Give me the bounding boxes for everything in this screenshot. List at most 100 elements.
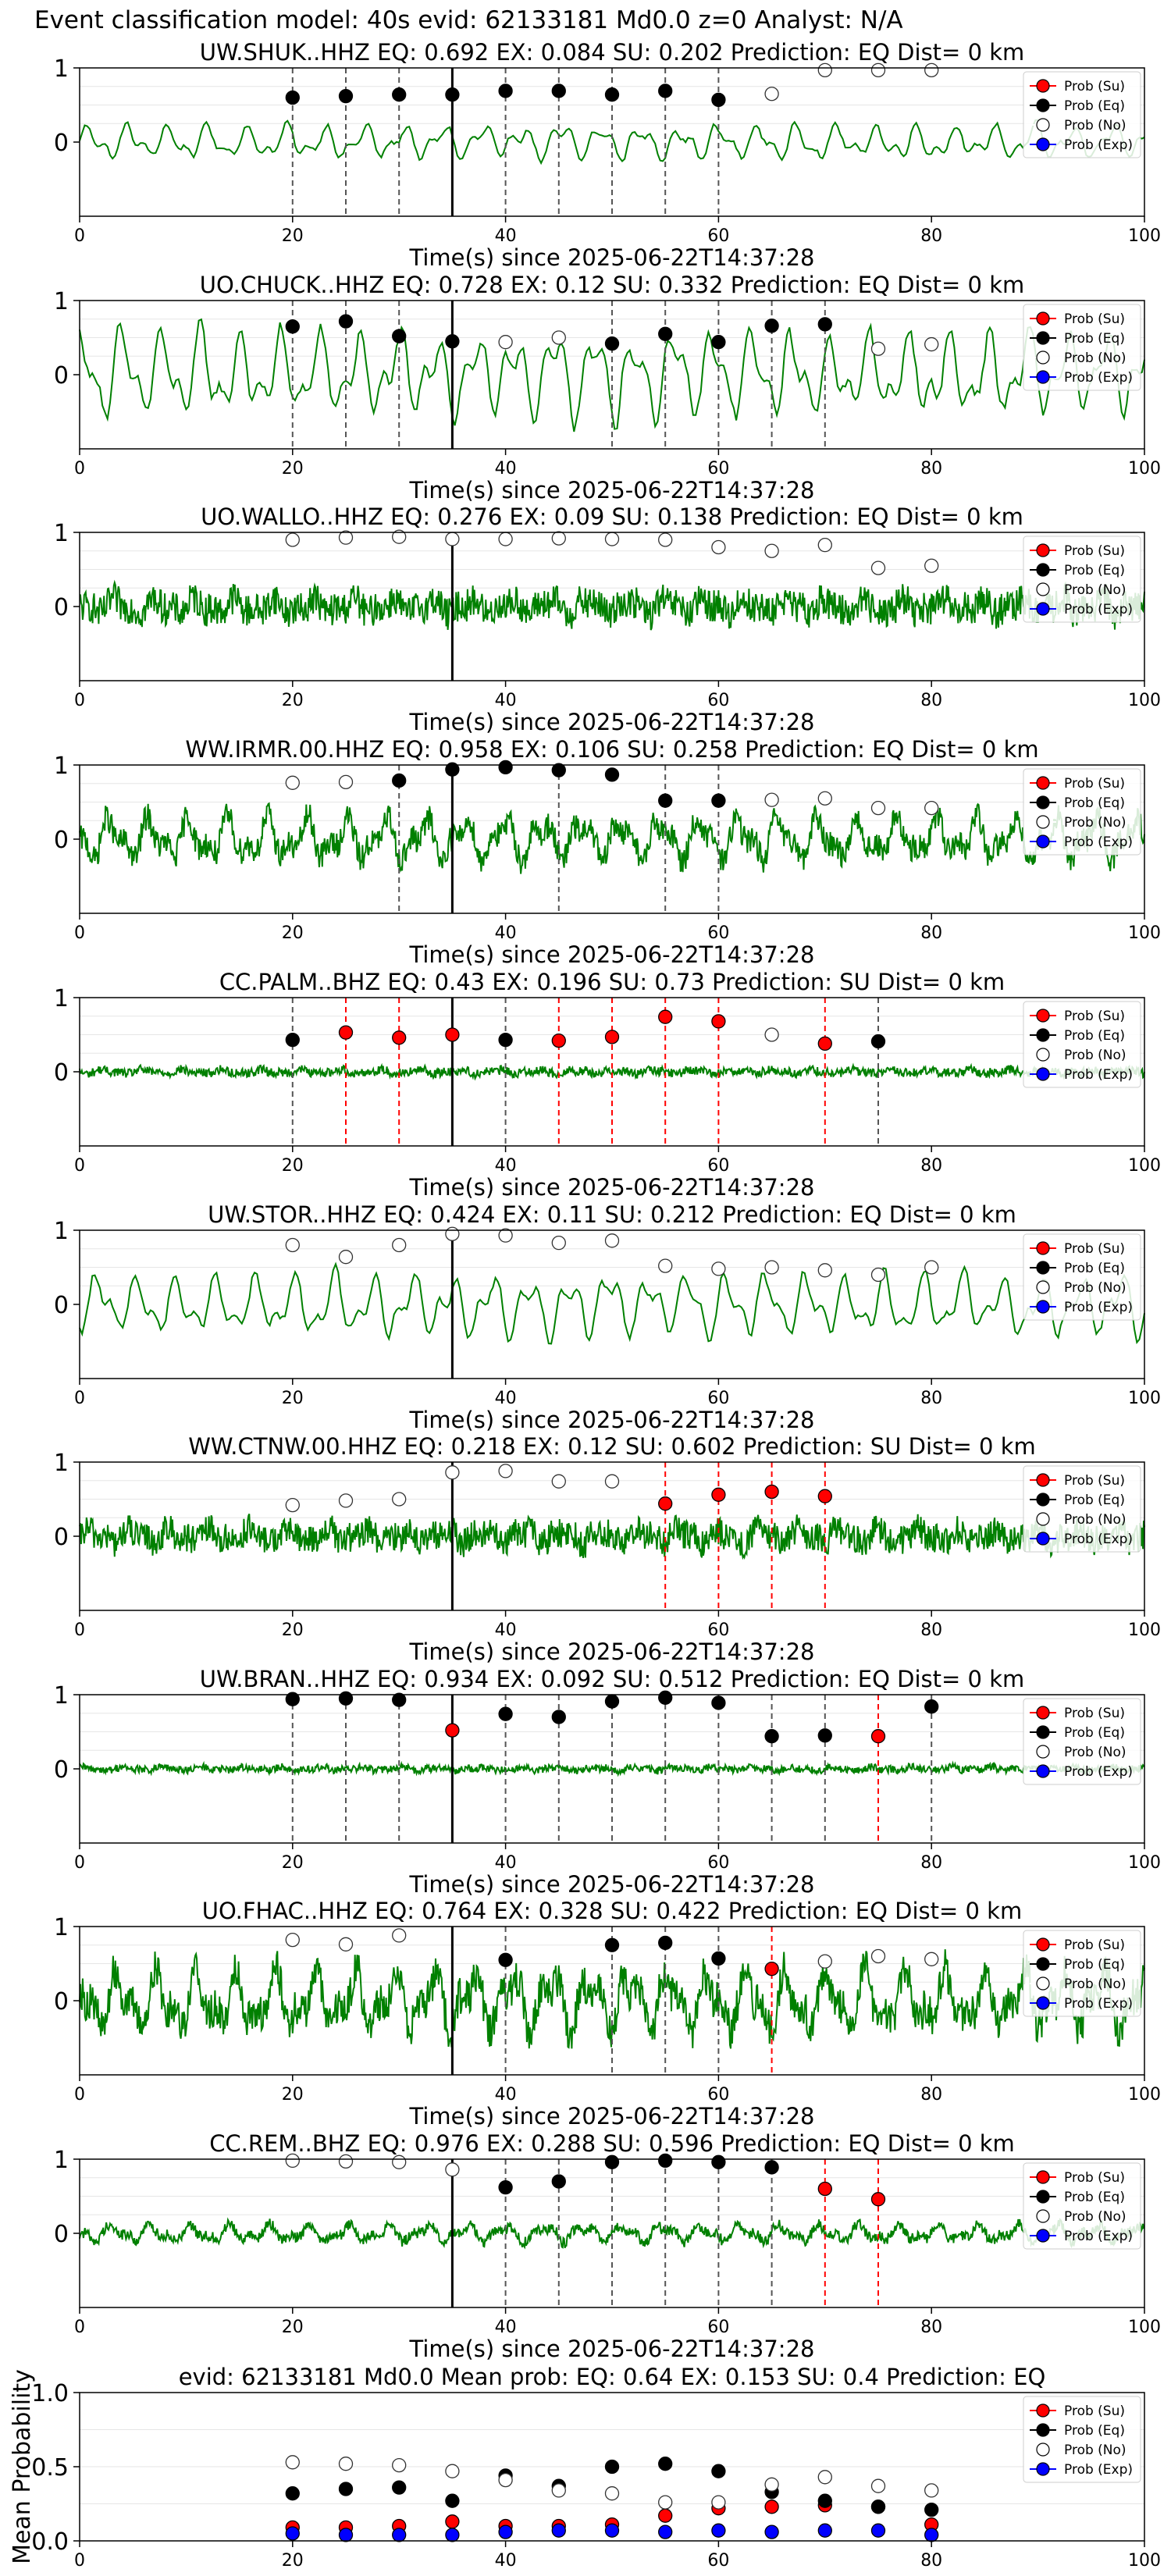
waveform-trace	[79, 1513, 1145, 1560]
x-tick-label: 60	[707, 1621, 729, 1640]
y-tick-label: 1	[54, 1218, 69, 1245]
prob-point-no	[870, 1948, 886, 1964]
x-tick-label: 0	[74, 1389, 85, 1408]
prob-point-su	[870, 1729, 886, 1744]
prob-point-no	[445, 1226, 460, 1241]
waveform-trace	[79, 1760, 1145, 1777]
x-tick-label: 80	[920, 1853, 942, 1873]
mean-point-eq	[711, 2464, 726, 2478]
x-tick-label: 80	[920, 226, 942, 246]
x-tick-label: 20	[282, 691, 304, 710]
prob-point-no	[817, 791, 832, 806]
prob-point-eq	[551, 763, 566, 777]
mean-point-no	[285, 2455, 300, 2470]
mean-point-eq	[924, 2502, 939, 2517]
legend-marker-no	[1036, 815, 1050, 829]
legend-label: Prob (Su)	[1064, 79, 1125, 94]
prob-point-eq	[658, 326, 673, 341]
panel-title: UO.WALLO..HHZ EQ: 0.276 EX: 0.09 SU: 0.1…	[201, 503, 1023, 530]
legend-marker-exp	[1036, 137, 1050, 151]
prob-point-no	[924, 800, 939, 816]
x-tick-label: 100	[1128, 1156, 1161, 1176]
legend-marker-su	[1036, 311, 1050, 326]
legend-marker-no	[1036, 582, 1050, 596]
y-tick-label: 0	[54, 1292, 69, 1319]
legend-marker-no	[1036, 1745, 1050, 1759]
prob-point-eq	[498, 1952, 513, 1967]
prob-point-eq	[338, 1691, 354, 1706]
legend-marker-eq	[1036, 2190, 1050, 2204]
prob-point-eq	[392, 329, 407, 343]
legend-label: Prob (Eq)	[1064, 1957, 1125, 1973]
station-panel: UO.FHAC..HHZ EQ: 0.764 EX: 0.328 SU: 0.4…	[54, 1898, 1161, 2129]
legend-marker-eq	[1036, 98, 1050, 112]
mean-point-exp	[392, 2528, 407, 2542]
x-tick-label: 0	[74, 691, 85, 710]
legend-label: Prob (Exp)	[1064, 2229, 1133, 2244]
prob-point-eq	[764, 318, 779, 333]
prob-point-no	[498, 1464, 513, 1478]
x-tick-label: 100	[1128, 2085, 1161, 2105]
x-tick-label: 80	[920, 691, 942, 710]
legend-label: Prob (No)	[1064, 2443, 1127, 2458]
legend-label: Prob (Eq)	[1064, 1028, 1125, 1044]
x-tick-label: 0	[74, 923, 85, 943]
legend-marker-su	[1036, 1009, 1050, 1023]
prob-point-eq	[658, 793, 673, 808]
x-tick-label: 0	[74, 226, 85, 246]
prob-point-eq	[285, 1033, 300, 1048]
x-tick-label: 100	[1128, 2551, 1161, 2571]
prob-point-eq	[764, 1729, 779, 1744]
prob-point-no	[764, 543, 779, 558]
legend-box	[1023, 1001, 1141, 1088]
panel-title: WW.CTNW.00.HHZ EQ: 0.218 EX: 0.12 SU: 0.…	[188, 1433, 1036, 1460]
prob-point-eq	[658, 1690, 673, 1705]
x-tick-label: 60	[707, 923, 729, 943]
prob-point-su	[445, 1027, 460, 1042]
mean-point-exp	[338, 2528, 354, 2542]
prob-point-eq	[711, 335, 726, 350]
legend-marker-exp	[1036, 834, 1050, 849]
axes-frame	[79, 1461, 1145, 1611]
x-axis-label: Time(s) since 2025-06-22T14:37:28	[409, 941, 815, 968]
mean-point-exp	[445, 2528, 460, 2542]
x-tick-label: 0	[74, 1853, 85, 1873]
x-tick-label: 20	[282, 1156, 304, 1176]
prob-point-no	[392, 2154, 407, 2169]
legend-label: Prob (Su)	[1064, 1473, 1125, 1489]
x-tick-label: 0	[74, 2551, 85, 2571]
legend-marker-no	[1036, 2209, 1050, 2223]
legend-box	[1023, 1930, 1141, 2017]
legend-marker-exp	[1036, 1300, 1050, 1314]
prob-point-no	[870, 800, 886, 816]
legend-box	[1023, 1698, 1141, 1785]
legend-label: Prob (Eq)	[1064, 1493, 1125, 1508]
legend-marker-su	[1036, 2403, 1050, 2418]
mean-point-eq	[870, 2500, 886, 2514]
prob-point-no	[338, 530, 354, 545]
legend-marker-eq	[1036, 331, 1050, 345]
y-tick-label: 1	[54, 2147, 69, 2174]
mean-point-no	[870, 2478, 886, 2493]
x-tick-label: 100	[1128, 459, 1161, 479]
x-tick-label: 100	[1128, 691, 1161, 710]
x-tick-label: 20	[282, 459, 304, 479]
legend-marker-exp	[1036, 370, 1050, 384]
prob-point-no	[711, 1261, 726, 1276]
legend-marker-no	[1036, 1976, 1050, 1991]
legend-marker-exp	[1036, 1764, 1050, 1778]
prob-point-eq	[711, 2154, 726, 2169]
mean-point-eq	[338, 2482, 354, 2496]
legend-label: Prob (Exp)	[1064, 137, 1133, 153]
prob-point-eq	[338, 314, 354, 329]
prob-point-su	[392, 1030, 407, 1045]
axes-frame	[79, 997, 1145, 1147]
legend-marker-exp	[1036, 2462, 1050, 2476]
x-tick-label: 40	[495, 923, 517, 943]
prob-point-no	[498, 335, 513, 350]
panel-title: CC.PALM..BHZ EQ: 0.43 EX: 0.196 SU: 0.73…	[219, 969, 1005, 995]
legend-marker-su	[1036, 1473, 1050, 1487]
y-tick-label: 1	[54, 55, 69, 83]
prob-point-su	[551, 1033, 566, 1048]
prob-point-no	[445, 2162, 460, 2177]
